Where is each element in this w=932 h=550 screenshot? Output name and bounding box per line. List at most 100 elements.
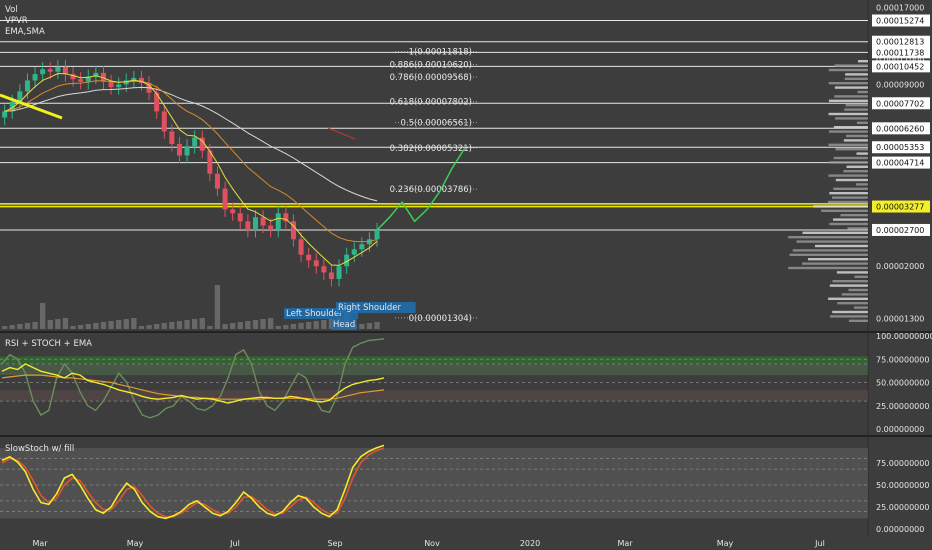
band: [0, 389, 868, 402]
pattern-label: Left Shoulder: [286, 309, 343, 319]
volume-profile-bar: [789, 253, 868, 256]
price-axis-label: 0.00003277: [876, 203, 924, 212]
candle-body: [306, 254, 312, 261]
rsi-axis-label: 75.00000000: [876, 355, 929, 364]
volume-profile-bar: [836, 271, 868, 274]
volume-profile-bar: [814, 244, 868, 248]
slowstoch-axis-label: 25.00000000: [876, 503, 929, 512]
candle-body: [290, 221, 296, 240]
volume-bar: [306, 322, 312, 329]
volume-bar: [100, 322, 107, 329]
candle-body: [24, 80, 30, 92]
candle-body: [374, 229, 380, 240]
fib-level-label: 0.5(0.00006561): [400, 119, 472, 129]
volume-profile-bar: [844, 77, 868, 80]
price-tag-bg: [872, 14, 930, 27]
trend-line: [0, 93, 63, 120]
price-tag-bg: [872, 60, 930, 73]
stoch-line: [1, 338, 385, 419]
candle-body: [184, 146, 190, 156]
rsi-pane-title: RSI + STOCH + EMA: [5, 339, 92, 349]
volume-profile-bar: [833, 218, 868, 221]
sma-line: [4, 86, 378, 202]
candle-body: [359, 244, 365, 250]
candle-body: [207, 150, 213, 174]
volume-profile-bar: [832, 310, 868, 314]
volume-profile-bar: [834, 86, 868, 89]
candle-body: [237, 213, 243, 222]
volume-profile-bar: [832, 196, 868, 199]
volume-profile-bar: [821, 209, 868, 212]
candle-body: [169, 131, 175, 144]
volume-profile-bar: [847, 227, 868, 230]
volume-profile-bar: [828, 297, 868, 300]
price-tag-bg: [872, 156, 930, 169]
volume-profile-bar: [828, 143, 868, 146]
price-axis-label: 0.00004714: [876, 159, 924, 168]
stoch-fill: [0, 448, 868, 519]
time-axis-label: Jul: [814, 539, 825, 548]
fib-level-label: 0.618(0.00007802): [390, 98, 472, 108]
volume-bar: [154, 324, 160, 329]
volume-bar: [184, 320, 190, 329]
time-axis-label: Jul: [229, 539, 240, 548]
candle-body: [40, 69, 46, 75]
time-axis-label: Mar: [617, 539, 633, 548]
volume-profile-bar: [802, 262, 868, 265]
price-axis-label: 0.00001300: [876, 314, 924, 323]
candle-body: [154, 92, 160, 112]
volume-profile-bar: [837, 302, 868, 305]
volume-profile-bar: [802, 231, 868, 234]
overbought-band: [0, 356, 868, 364]
price-axis-label: 0.00010452: [876, 62, 924, 71]
volume-bar: [32, 322, 38, 329]
slowstoch-axis-label: 50.00000000: [876, 481, 929, 490]
slowstoch-axis-label: 75.00000000: [876, 459, 929, 468]
volume-profile-bar: [827, 200, 868, 204]
volume-bar: [283, 325, 289, 329]
band: [0, 363, 868, 376]
volume-bar: [17, 324, 23, 329]
slowstoch-d-line: [1, 447, 385, 518]
candle-body: [298, 239, 304, 255]
rsi-axis-label: 25.00000000: [876, 402, 929, 411]
candle-body: [32, 74, 38, 81]
volume-profile-bar: [833, 126, 868, 129]
time-axis-label: Mar: [32, 539, 48, 548]
candle-body: [260, 217, 266, 226]
volume-bar: [237, 322, 243, 329]
rsi-axis-label: 100.00000000: [876, 332, 932, 341]
candle-body: [123, 80, 129, 85]
price-tag-bg: [872, 223, 930, 236]
candle-body: [192, 137, 198, 147]
volume-bar: [268, 318, 274, 329]
volume-profile-bar: [829, 161, 868, 164]
volume-bar: [85, 324, 91, 329]
volume-bar: [78, 325, 84, 329]
volume-profile-bar: [828, 174, 868, 177]
candle-body: [176, 143, 182, 156]
price-axis-label: 0.00002700: [876, 226, 924, 235]
volume-profile-bar: [841, 293, 868, 296]
volume-bar: [138, 326, 145, 329]
ema-fast-line: [4, 72, 378, 266]
volume-profile-bar: [813, 205, 868, 208]
volume-bar: [374, 322, 380, 329]
volume-profile-bar: [857, 90, 868, 94]
volume-bar: [131, 318, 137, 329]
volume-bar: [62, 318, 69, 329]
volume-bar: [192, 319, 198, 329]
volume-bar: [199, 318, 205, 329]
volume-bar: [298, 323, 304, 329]
candle-body: [321, 266, 327, 273]
candle-body: [199, 137, 205, 151]
volume-profile-bar: [843, 170, 868, 173]
volume-bar: [9, 325, 15, 329]
volume-profile-bar: [833, 187, 868, 190]
volume-profile-bar: [854, 275, 868, 278]
volume-profile-bar: [829, 192, 868, 195]
volume-profile-bar: [829, 284, 868, 287]
volume-bar: [222, 324, 228, 329]
